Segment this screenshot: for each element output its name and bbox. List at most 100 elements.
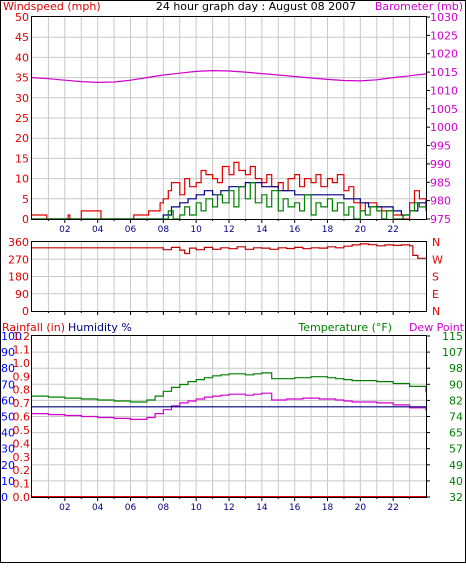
direction-tick-label: 270 <box>8 253 29 266</box>
panel2-series <box>32 243 427 260</box>
windspeed-tick-label: 40 <box>15 51 29 64</box>
humidity-tick-label: 50 <box>1 411 15 424</box>
x-tick-label: 08 <box>158 503 170 513</box>
x-tick-label: 12 <box>223 225 234 235</box>
x-tick-label: 20 <box>355 225 367 235</box>
humidity-tick-label: 20 <box>1 459 15 472</box>
compass-tick-label: N <box>432 236 440 249</box>
x-tick-label: 22 <box>387 225 398 235</box>
wind-direction-line <box>32 243 427 260</box>
x-tick-label: 18 <box>322 503 334 513</box>
temperature-tick-label: 65 <box>449 427 463 440</box>
compass-tick-label: W <box>432 253 443 266</box>
temperature-tick-label: 115 <box>442 330 463 343</box>
rainfall-axis-label: Rainfall (in) <box>2 321 65 334</box>
humidity-tick-label: 60 <box>1 394 15 407</box>
barometer-tick-label: 990 <box>430 158 451 171</box>
x-tick-label: 02 <box>59 225 70 235</box>
windspeed-tick-label: 15 <box>15 152 29 165</box>
x-tick-label: 10 <box>190 503 202 513</box>
humidity-tick-label: 70 <box>1 378 15 391</box>
panel3-ticks: 0 10 20 30 40 50 60 70 80 90 100 0.00.10.20.30.40.5… <box>1 330 463 513</box>
x-tick-label: 14 <box>256 225 268 235</box>
rainfall-tick-label: 0.9 <box>13 370 31 383</box>
rainfall-tick-label: 0.7 <box>13 397 31 410</box>
rainfall-tick-label: 0.0 <box>13 491 31 504</box>
barometer-tick-label: 980 <box>430 195 451 208</box>
x-tick-label: 02 <box>59 503 70 513</box>
humidity-tick-label: 80 <box>1 362 15 375</box>
barometer-tick-label: 1020 <box>430 48 458 61</box>
barometer-tick-label: 1015 <box>430 66 458 79</box>
dewpoint-axis-label: Dew Point <box>409 321 465 334</box>
rainfall-tick-label: 0.8 <box>13 384 31 397</box>
barometer-tick-label: 975 <box>430 213 451 226</box>
x-tick-label: 16 <box>289 503 301 513</box>
windspeed-tick-label: 35 <box>15 72 29 85</box>
wind-series-line <box>32 182 427 220</box>
x-tick-label: 20 <box>355 503 367 513</box>
humidity-axis-label: Humidity % <box>68 321 132 334</box>
wind-series-line <box>32 182 427 220</box>
dewpoint-line <box>32 392 427 420</box>
rainfall-tick-label: 0.3 <box>13 451 31 464</box>
x-tick-label: 22 <box>387 503 398 513</box>
barometer-tick-label: 1005 <box>430 103 458 116</box>
barometer-axis-label: Barometer (mb) <box>375 0 463 13</box>
panel1-series <box>31 69 427 220</box>
temperature-tick-label: 74 <box>449 411 463 424</box>
temperature-tick-label: 57 <box>449 443 463 456</box>
windspeed-tick-label: 5 <box>22 193 29 206</box>
x-tick-label: 18 <box>322 225 334 235</box>
windspeed-tick-label: 30 <box>15 92 29 105</box>
rainfall-tick-label: 1.2 <box>13 330 31 343</box>
panel3-grid <box>32 336 426 497</box>
windspeed-tick-label: 45 <box>15 31 29 44</box>
x-tick-label: 06 <box>125 225 137 235</box>
compass-tick-label: N <box>432 305 440 318</box>
temperature-line <box>32 372 427 403</box>
chart-title: 24 hour graph day : August 08 2007 <box>156 0 356 13</box>
panel1-ticks: 0510152025303540455097598098599099510001… <box>15 11 458 235</box>
windspeed-axis-label: Windspeed (mph) <box>3 0 101 13</box>
barometer-tick-label: 985 <box>430 176 451 189</box>
compass-tick-label: S <box>432 271 439 284</box>
compass-tick-label: E <box>432 288 439 301</box>
humidity-tick-label: 100 <box>1 330 22 343</box>
temperature-tick-label: 82 <box>449 394 463 407</box>
humidity-tick-label: 10 <box>1 475 15 488</box>
direction-tick-label: 90 <box>15 288 29 301</box>
barometer-tick-label: 1000 <box>430 121 458 134</box>
x-tick-label: 06 <box>125 503 137 513</box>
direction-tick-label: 0 <box>22 305 29 318</box>
barometer-tick-label: 1010 <box>430 84 458 97</box>
windspeed-tick-label: 10 <box>15 173 29 186</box>
panel2-grid <box>32 242 426 311</box>
barometer-tick-label: 995 <box>430 140 451 153</box>
rainfall-tick-label: 0.6 <box>13 411 31 424</box>
temperature-tick-label: 107 <box>442 346 463 359</box>
barometer-tick-label: 1025 <box>430 29 458 42</box>
temperature-tick-label: 32 <box>449 491 463 504</box>
temperature-tick-label: 40 <box>449 475 463 488</box>
direction-tick-label: 180 <box>8 271 29 284</box>
humidity-tick-label: 0 <box>1 491 8 504</box>
temperature-tick-label: 49 <box>449 459 463 472</box>
x-tick-label: 14 <box>256 503 268 513</box>
barometer-tick-label: 1030 <box>430 11 458 24</box>
x-tick-label: 04 <box>92 225 104 235</box>
rainfall-tick-label: 0.2 <box>13 464 31 477</box>
temperature-tick-label: 98 <box>449 362 463 375</box>
x-tick-label: 10 <box>190 225 202 235</box>
x-tick-label: 04 <box>92 503 104 513</box>
humidity-tick-label: 90 <box>1 346 15 359</box>
windspeed-tick-label: 50 <box>15 11 29 24</box>
barometer-line <box>31 69 427 84</box>
rainfall-tick-label: 0.4 <box>13 437 31 450</box>
rainfall-tick-label: 0.5 <box>13 424 31 437</box>
humidity-tick-label: 30 <box>1 443 15 456</box>
